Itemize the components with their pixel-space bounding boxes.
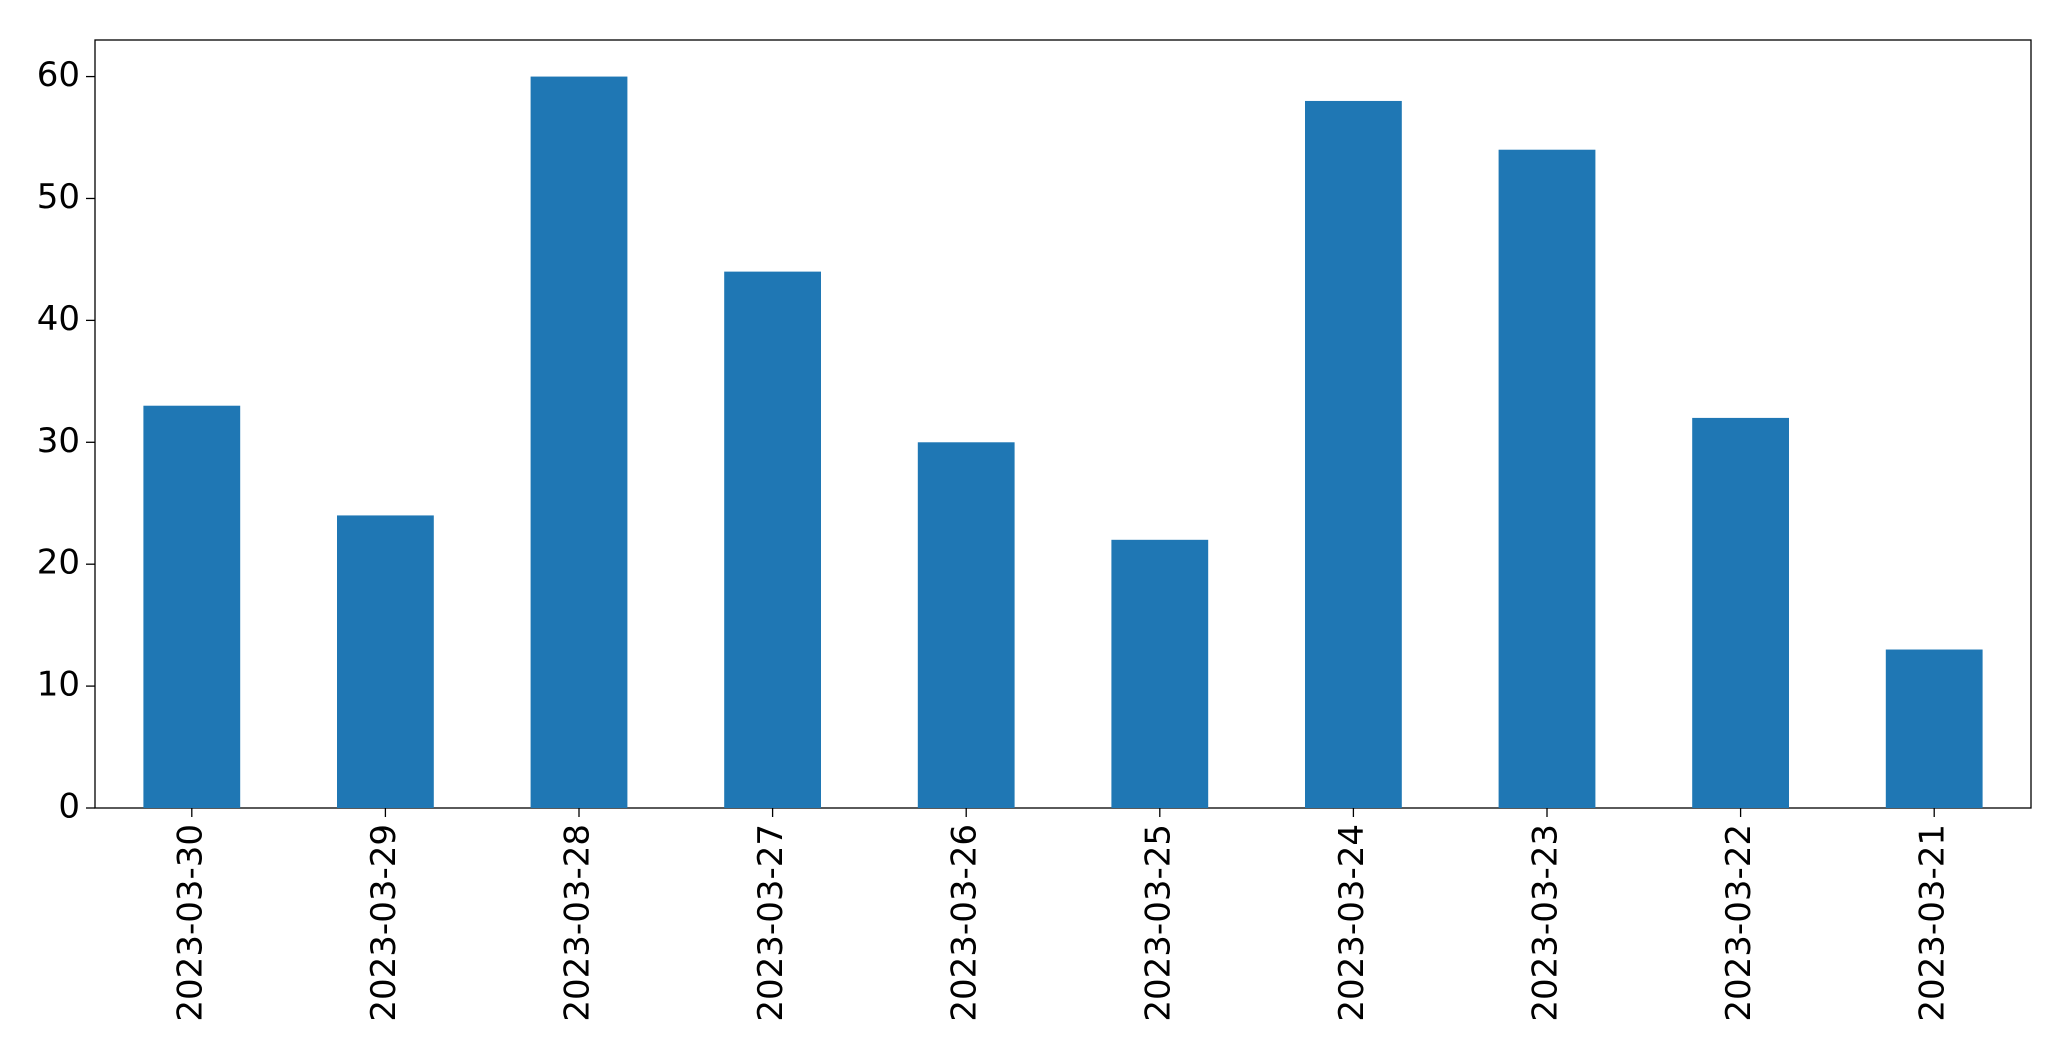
x-tick-label: 2023-03-30 [170,824,210,1022]
x-tick-label: 2023-03-26 [945,824,985,1022]
bar [724,271,821,809]
bar [530,76,628,809]
y-tick-label: 50 [37,177,80,217]
bar [1305,100,1402,808]
bar [143,405,241,808]
bar [1885,649,1983,808]
y-tick-label: 30 [37,421,80,461]
x-tick-label: 2023-03-25 [1138,824,1178,1022]
y-tick-label: 40 [37,299,80,339]
x-tick-label: 2023-03-27 [751,824,791,1022]
bar [1111,539,1209,808]
bar [917,442,1015,808]
bar [337,515,434,808]
bar [1498,149,1596,808]
bar [1692,417,1789,808]
y-tick-label: 0 [58,787,80,827]
x-tick-label: 2023-03-28 [558,824,598,1022]
plot-frame [94,39,2032,809]
x-tick-label: 2023-03-23 [1526,824,1566,1022]
x-tick-label: 2023-03-22 [1719,824,1759,1022]
y-tick-label: 60 [37,55,80,95]
x-tick-label: 2023-03-24 [1332,824,1372,1022]
y-tick-label: 20 [37,543,80,583]
y-tick-label: 10 [37,665,80,705]
x-tick-label: 2023-03-21 [1913,824,1953,1022]
x-tick-label: 2023-03-29 [364,824,404,1022]
